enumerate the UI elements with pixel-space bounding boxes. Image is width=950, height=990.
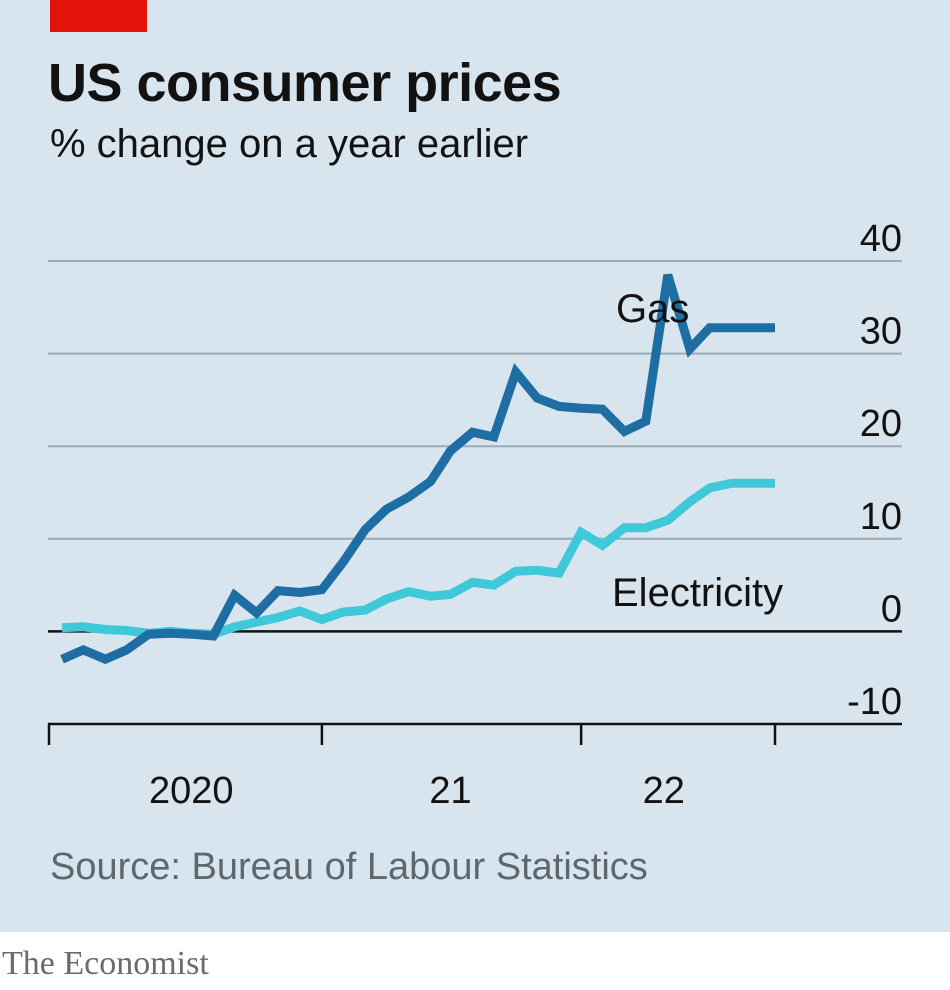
brand-logo: The Economist	[2, 945, 209, 982]
series-line-gas	[60, 273, 775, 665]
series-layer	[60, 273, 775, 665]
x-axis: 2020 21 22	[47, 722, 902, 812]
y-tick-label: 0	[881, 588, 902, 630]
y-tick-label: 20	[860, 403, 902, 445]
x-tick-label: 22	[643, 770, 685, 812]
chart-panel	[0, 0, 950, 932]
y-tick-label: 10	[860, 496, 902, 538]
series-label-gas: Gas	[616, 287, 689, 331]
series-label-electricity: Electricity	[612, 571, 783, 615]
grid-layer: 40 30 20 10 0 -10	[48, 218, 902, 725]
red-tag	[50, 0, 147, 32]
x-tick-label: 21	[429, 770, 471, 812]
y-tick-label: -10	[847, 681, 902, 723]
label-layer: Gas Electricity	[612, 287, 783, 615]
chart-subtitle: % change on a year earlier	[50, 122, 529, 166]
x-tick-label: 2020	[149, 770, 234, 812]
y-tick-label: 40	[860, 218, 902, 260]
y-tick-label: 30	[860, 311, 902, 353]
line-chart: 40 30 20 10 0 -10 2020 21 22 Gas Electricity	[47, 218, 902, 812]
source-note: Source: Bureau of Labour Statistics	[50, 846, 648, 888]
chart-title: US consumer prices	[48, 53, 562, 113]
